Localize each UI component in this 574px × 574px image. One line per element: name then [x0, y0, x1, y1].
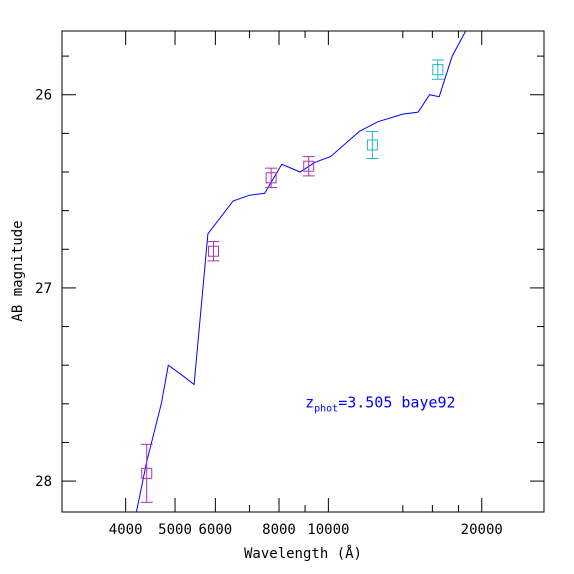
- photometry-point: [140, 443, 153, 503]
- photometry-point: [302, 156, 315, 177]
- tick-labels: 4000 5000 6000 8000 10000 20000 26 27 28: [35, 88, 503, 538]
- x-tick-label: 6000: [198, 522, 232, 538]
- y-tick-label: 27: [35, 281, 52, 297]
- x-tick-label: 4000: [109, 522, 143, 538]
- y-tick-label: 28: [35, 474, 52, 490]
- data-marker: [366, 139, 378, 151]
- template-sed-line: [135, 31, 467, 512]
- x-axis-label: Wavelength (Å): [244, 545, 362, 562]
- data-marker: [303, 160, 315, 172]
- plot-frame: [61, 30, 545, 513]
- axis-ticks: [61, 31, 544, 512]
- data-marker: [208, 245, 220, 257]
- photometry-point: [207, 241, 220, 262]
- series-layer: [135, 31, 467, 512]
- data-marker: [265, 172, 277, 184]
- photometry-point: [431, 59, 444, 80]
- photometry-point: [265, 167, 278, 188]
- y-tick-label: 26: [35, 88, 52, 104]
- x-tick-label: 5000: [158, 522, 192, 538]
- photometry-point: [366, 130, 379, 159]
- x-tick-label: 20000: [461, 522, 503, 538]
- data-marker: [141, 467, 153, 479]
- data-marker: [432, 64, 444, 76]
- y-axis-label: AB magnitude: [10, 220, 26, 321]
- annotation-value: =3.505 baye92: [338, 394, 455, 412]
- annotation-subscript: phot: [314, 404, 338, 415]
- photo-z-annotation: zphot=3.505 baye92: [305, 394, 456, 415]
- x-tick-label: 8000: [262, 522, 296, 538]
- annotation-main: z: [305, 394, 314, 412]
- x-tick-label: 10000: [307, 522, 349, 538]
